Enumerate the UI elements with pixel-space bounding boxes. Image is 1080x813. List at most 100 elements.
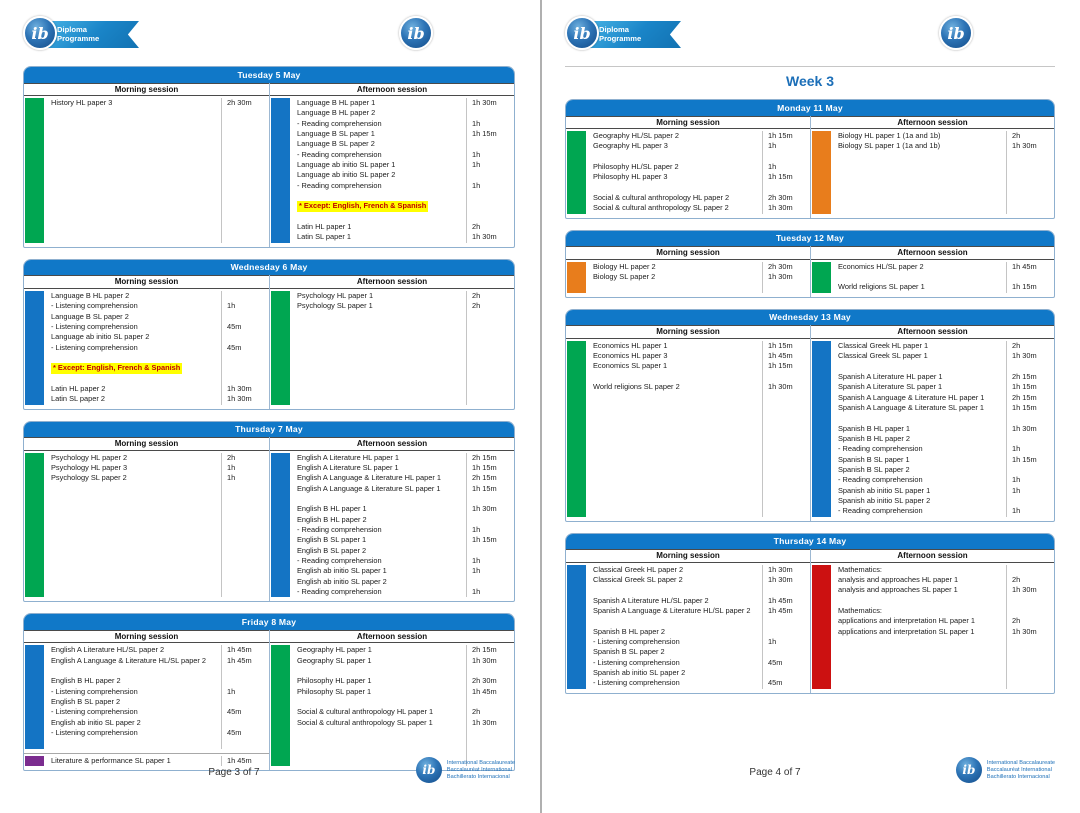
paper-name: - Reading comprehension: [297, 149, 382, 159]
session-color-bar: [812, 564, 831, 689]
paper-name: Philosophy HL paper 3: [593, 172, 668, 182]
paper-name: Latin HL paper 1: [297, 222, 352, 232]
paper-durations: 2h 1h 1h: [222, 453, 267, 598]
paper-name: Psychology SL paper 2: [51, 473, 127, 483]
paper-name: [593, 616, 762, 626]
session-block: History HL paper 3 2h 30m: [24, 96, 269, 247]
paper-duration: 1h: [227, 686, 236, 696]
paper-name: [51, 739, 221, 749]
paper-name: Latin SL paper 2: [51, 394, 105, 404]
paper-duration: 1h: [1012, 485, 1021, 495]
paper-duration: 2h 15m: [1012, 371, 1037, 381]
ribbon-label: Programme: [973, 34, 1016, 44]
paper-duration: 45m: [768, 678, 783, 688]
paper-name: English B SL paper 1: [297, 535, 367, 545]
paper-duration: [472, 139, 512, 149]
paper-name: English ab initio SL paper 1: [297, 566, 387, 576]
paper-name: Mathematics:: [838, 564, 882, 574]
paper-duration: 1h 30m: [1012, 141, 1037, 151]
session-header: Afternoon session: [270, 275, 514, 289]
career-related-programme-logo: Career-related Programme ib: [939, 16, 1055, 52]
paper-name: Classical Greek HL paper 2: [593, 564, 684, 574]
paper-durations: 2h 1h 30m: [1007, 131, 1052, 214]
paper-names: Geography HL/SL paper 2 Geography HL pape…: [586, 131, 763, 214]
session-header: Morning session: [566, 246, 810, 260]
paper-name: Latin SL paper 1: [297, 232, 351, 242]
paper-duration: 45m: [227, 342, 242, 352]
paper-name: English A Literature HL paper 1: [297, 452, 400, 462]
paper-name: Language ab initio SL paper 2: [297, 170, 396, 180]
session-color-bar: [25, 290, 44, 405]
paper-name: [297, 191, 466, 201]
session-column: Morning session English A Literature HL/S…: [24, 629, 269, 770]
paper-name: - Listening comprehension: [593, 637, 680, 647]
day-title: Thursday 7 May: [24, 421, 514, 438]
paper-name: Language ab initio SL paper 1: [297, 160, 396, 170]
paper-name: [593, 152, 762, 162]
exception-note: * Except: English, French & Spanish: [297, 201, 429, 212]
paper-duration: 1h 15m: [472, 483, 497, 493]
paper-name: Language B SL paper 2: [51, 311, 129, 321]
paper-duration: [768, 627, 808, 637]
paper-name: * Except: English, French & Spanish: [297, 201, 466, 212]
footer-line: Baccalauréat International: [446, 766, 512, 773]
paper-duration: [227, 718, 267, 728]
career-related-programme-logo: Career-related Programme ib: [399, 16, 515, 52]
paper-name: [297, 666, 466, 676]
paper-name: [297, 212, 466, 222]
paper-duration: [1012, 496, 1052, 506]
paper-name: Spanish B SL paper 2: [838, 464, 910, 474]
paper-duration: 2h: [472, 301, 481, 311]
paper-duration: 1h 30m: [768, 382, 793, 392]
paper-duration: [227, 291, 267, 301]
session-column: Morning session Psychology HL paper 2 Psyc…: [24, 437, 269, 601]
page-number: Page 3 of 7: [208, 767, 260, 778]
paper-duration: [1012, 434, 1052, 444]
paper-duration: 1h 30m: [1012, 351, 1037, 361]
paper-name: English A Literature HL/SL paper 2: [51, 645, 165, 655]
paper-durations: 2h 1h 30m 2h 1h 30m: [1007, 565, 1052, 689]
paper-duration: 1h 15m: [1012, 402, 1037, 412]
paper-duration: 1h 30m: [227, 394, 252, 404]
paper-name: Biology SL paper 1 (1a and 1b): [838, 141, 941, 151]
paper-name: [51, 666, 221, 676]
day-table: Thursday 7 May Morning session Psychology …: [23, 420, 515, 603]
paper-name: Psychology HL paper 2: [51, 452, 128, 462]
paper-names: Economics HL paper 1 Economics HL paper 3…: [586, 340, 763, 517]
paper-name: Latin HL paper 2: [51, 383, 106, 393]
paper-names: Biology HL paper 1 (1a and 1b) Biology SL…: [831, 131, 1007, 214]
paper-duration: [227, 363, 267, 373]
paper-duration: [227, 666, 267, 676]
paper-name: English A Language & Literature HL/SL pa…: [51, 655, 207, 665]
paper-duration: [768, 647, 808, 657]
paper-name: Spanish A Literature HL/SL paper 2: [593, 595, 709, 605]
paper-duration: 2h: [1012, 340, 1021, 350]
page-1-tables: Tuesday 5 May Morning session History HL p…: [23, 66, 515, 772]
day-title: Thursday 14 May: [566, 533, 1054, 550]
session-header: Morning session: [24, 82, 269, 96]
paper-durations: 1h 15m 1h 45m 1h 15m 1h 30m: [763, 341, 808, 517]
paper-duration: 1h 15m: [472, 535, 497, 545]
session-column: Afternoon session Classical Greek HL pape…: [810, 325, 1054, 521]
paper-name: - Listening comprehension: [593, 678, 680, 688]
paper-duration: [1012, 361, 1052, 371]
paper-durations: 1h 30m 1h 1h 15m 1h 1h 1h 2h 1h 30m: [467, 98, 512, 243]
paper-name: Psychology SL paper 1: [297, 301, 373, 311]
footer-line: Bachillerato Internacional: [446, 773, 510, 780]
paper-duration: 2h: [1012, 131, 1021, 140]
paper-name: - Listening comprehension: [51, 342, 138, 352]
paper-name: - Listening comprehension: [593, 657, 680, 667]
paper-duration: 1h 45m: [227, 645, 252, 655]
paper-name: [51, 374, 221, 384]
paper-duration: [472, 577, 512, 587]
paper-duration: [472, 170, 512, 180]
paper-name: English B HL paper 1: [297, 504, 367, 514]
header-divider: [565, 66, 1055, 67]
session-block: Geography HL/SL paper 2 Geography HL pape…: [566, 129, 810, 218]
paper-name: Spanish ab initio SL paper 2: [593, 668, 686, 678]
paper-duration: 1h 15m: [1012, 454, 1037, 464]
day-table: Wednesday 13 May Morning session Economics…: [565, 308, 1055, 522]
paper-duration: [768, 152, 808, 162]
session-color-bar: [271, 98, 290, 243]
paper-duration: [768, 585, 808, 595]
